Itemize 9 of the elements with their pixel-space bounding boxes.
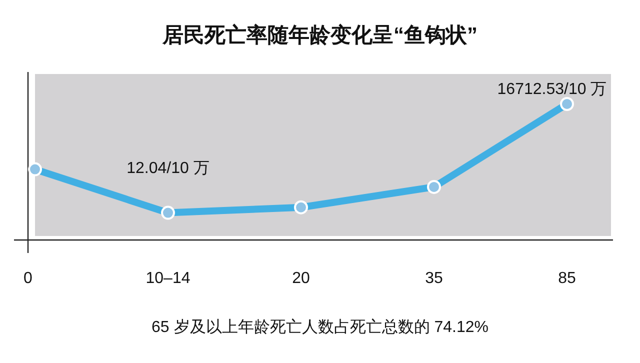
annotation: 12.04/10 万 xyxy=(126,160,210,177)
x-tick-label: 0 xyxy=(24,270,33,287)
chart-title: 居民死亡率随年龄变化呈“鱼钩状” xyxy=(162,23,478,47)
x-tick-label: 20 xyxy=(292,270,310,287)
text: 65 岁及以上年龄死亡人数占死亡总数的 74.12% xyxy=(152,318,488,336)
x-tick-label: 10–14 xyxy=(146,270,190,287)
annotation: 16712.53/10 万 xyxy=(497,81,607,98)
x-tick-label: 35 xyxy=(425,270,443,287)
x-tick-label: 85 xyxy=(558,270,576,287)
